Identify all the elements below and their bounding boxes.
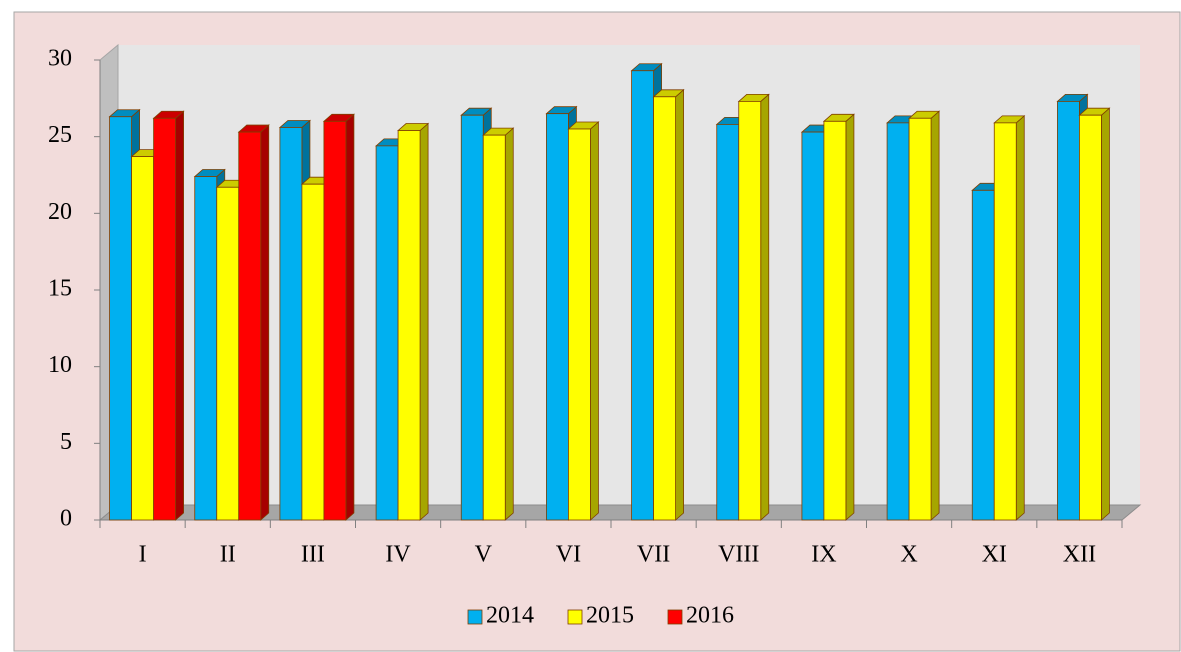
legend-swatch: [467, 609, 483, 625]
bar-side: [345, 113, 355, 521]
bar: [823, 120, 847, 521]
x-tick-label: X: [900, 542, 917, 568]
x-tick-label: VI: [556, 542, 581, 568]
bar: [738, 101, 762, 521]
bar: [153, 117, 176, 521]
back-wall: [118, 45, 1140, 505]
bar: [993, 122, 1017, 521]
bar-side: [845, 113, 855, 521]
bar: [971, 189, 995, 521]
bar: [908, 117, 932, 521]
bar: [131, 156, 154, 521]
y-tick-label: 5: [60, 429, 72, 455]
bar: [716, 124, 740, 521]
bar-side: [504, 127, 514, 521]
bar-side: [1101, 107, 1110, 521]
y-tick-label: 20: [48, 199, 72, 225]
bar: [194, 176, 218, 521]
x-tick-label: III: [301, 542, 325, 568]
bar: [301, 183, 325, 521]
y-tick-label: 0: [60, 506, 72, 532]
bar: [279, 127, 303, 521]
y-tick-label: 25: [48, 122, 72, 148]
bar: [216, 186, 240, 521]
bar: [653, 96, 676, 521]
x-tick-label: XII: [1063, 542, 1096, 568]
bar: [109, 116, 132, 521]
bar: [482, 134, 506, 521]
legend-label: 2014: [486, 603, 534, 629]
legend-label: 2016: [686, 603, 734, 629]
bar-side: [760, 93, 770, 521]
bar: [801, 131, 825, 521]
bar: [323, 120, 347, 521]
legend-swatch: [667, 609, 683, 625]
y-tick-label: 10: [48, 352, 72, 378]
x-tick-label: I: [139, 542, 147, 568]
legend-label: 2015: [586, 603, 634, 629]
bar-side: [675, 88, 684, 521]
bar: [886, 122, 910, 521]
bar-side: [590, 121, 599, 521]
bar-side: [419, 122, 429, 521]
x-tick-label: V: [475, 542, 493, 568]
bar: [397, 130, 421, 521]
x-tick-label: VIII: [718, 542, 759, 568]
x-tick-label: XI: [982, 542, 1007, 568]
bar: [546, 113, 569, 521]
x-tick-label: VII: [637, 542, 670, 568]
x-tick-label: IV: [385, 542, 411, 568]
bar: [460, 114, 484, 521]
bar-side: [1015, 114, 1025, 521]
bar: [1079, 114, 1102, 521]
y-tick-label: 30: [48, 46, 72, 72]
bar: [631, 70, 654, 521]
bar: [568, 128, 591, 521]
bar: [375, 145, 399, 521]
bar: [1057, 101, 1080, 521]
bar-side: [175, 110, 184, 521]
bar-side: [930, 110, 940, 521]
x-tick-label: II: [220, 542, 236, 568]
bar-side: [260, 124, 270, 521]
bar: [238, 131, 262, 521]
legend-swatch: [567, 609, 583, 625]
x-tick-label: IX: [811, 542, 836, 568]
y-tick-label: 15: [48, 276, 72, 302]
